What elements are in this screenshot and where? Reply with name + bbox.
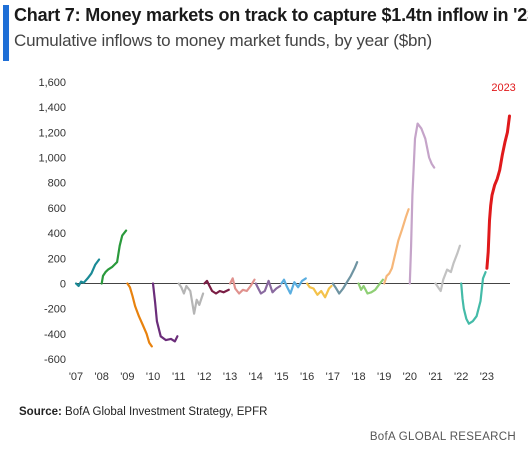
- x-tick-label: '10: [146, 371, 160, 383]
- source-note: Source: BofA Global Investment Strategy,…: [19, 406, 267, 418]
- series-line: [383, 208, 410, 285]
- x-tick-label: '16: [300, 371, 314, 383]
- x-tick-label: '11: [172, 371, 186, 383]
- x-tick-label: '09: [120, 371, 134, 383]
- y-tick-label: 0: [60, 278, 66, 290]
- series-line: [306, 282, 333, 299]
- y-tick-label: -600: [44, 354, 66, 366]
- series-line: [126, 282, 153, 348]
- x-tick-label: '14: [249, 371, 263, 383]
- chart-subtitle: Cumulative inflows to money market funds…: [14, 31, 432, 50]
- y-tick-label: 600: [48, 203, 66, 215]
- x-tick-label: '23: [480, 371, 494, 383]
- x-tick-label: '18: [351, 371, 365, 383]
- series-line: [229, 277, 256, 295]
- chart-title: Chart 7: Money markets on track to captu…: [14, 5, 528, 25]
- y-tick-label: 1,200: [38, 127, 66, 139]
- title-accent-bar: [3, 5, 9, 61]
- series-line: [357, 278, 384, 295]
- series-line: [74, 258, 101, 288]
- series-line: [434, 244, 461, 293]
- x-tick-label: '15: [274, 371, 288, 383]
- annotation-label: 2023: [491, 82, 515, 94]
- x-tick-label: '07: [69, 371, 83, 383]
- series-line: [100, 229, 128, 285]
- series-line: [254, 279, 282, 295]
- series-line: [460, 271, 487, 325]
- series-line: [177, 282, 205, 315]
- source-label: Source:: [19, 406, 62, 418]
- x-tick-label: '17: [326, 371, 340, 383]
- y-tick-label: 200: [48, 253, 66, 265]
- series-line: [203, 279, 230, 295]
- y-tick-label: -400: [44, 329, 66, 341]
- y-tick-label: 1,000: [38, 153, 66, 165]
- series-line: [151, 282, 179, 343]
- y-tick-label: 400: [48, 228, 66, 240]
- y-tick-label: -200: [44, 304, 66, 316]
- x-tick-label: '13: [223, 371, 237, 383]
- x-tick-label: '08: [95, 371, 109, 383]
- y-tick-label: 1,600: [38, 77, 66, 89]
- y-tick-label: 800: [48, 178, 66, 190]
- series-line: [280, 277, 307, 295]
- brand-label: BofA GLOBAL RESEARCH: [369, 431, 516, 443]
- x-tick-label: '12: [197, 371, 211, 383]
- x-tick-label: '22: [454, 371, 468, 383]
- series-line: [331, 261, 359, 295]
- x-tick-label: '21: [428, 371, 442, 383]
- y-tick-label: 1,400: [38, 102, 66, 114]
- series-line: [485, 114, 511, 270]
- x-tick-label: '20: [403, 371, 417, 383]
- source-text: BofA Global Investment Strategy, EPFR: [61, 406, 268, 418]
- series-line: [408, 122, 436, 285]
- x-tick-label: '19: [377, 371, 391, 383]
